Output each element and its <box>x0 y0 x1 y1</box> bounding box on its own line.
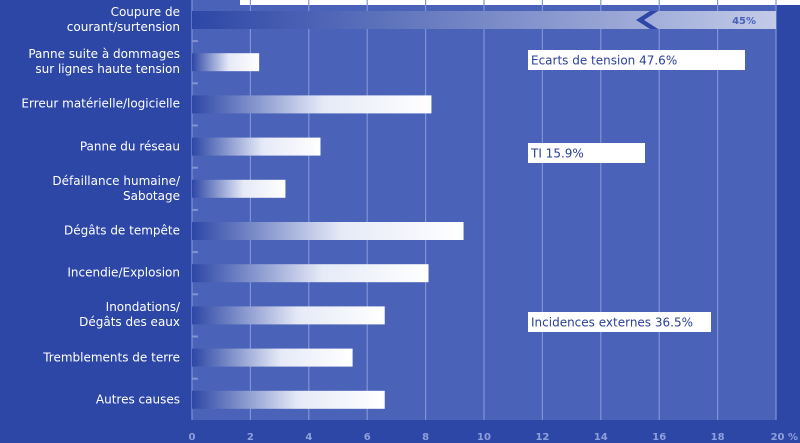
category-label: Défaillance humaine/ Sabotage <box>52 173 180 203</box>
category-label: Autres causes <box>95 392 180 407</box>
x-tick-label: 8 <box>422 432 429 443</box>
category-label: Dégâts de tempête <box>63 223 180 238</box>
annotation-box <box>528 50 745 70</box>
bars <box>192 11 776 409</box>
value-label: 45% <box>732 16 756 27</box>
annotation-box <box>528 143 645 163</box>
annotation: Incidences externes 36.5% <box>531 316 693 330</box>
bar <box>192 390 385 409</box>
x-tick-label: 12 <box>535 432 549 443</box>
annotation: TI 15.9% <box>530 147 584 161</box>
x-tick-label: 2 <box>247 432 254 443</box>
annotation-box <box>528 312 711 332</box>
x-tick-label: 16 <box>652 432 666 443</box>
category-label: Coupure de courant/surtension <box>66 5 180 34</box>
x-tick-label: 18 <box>711 432 725 443</box>
annotation: Ecarts de tension 47.6% <box>531 54 677 68</box>
category-label: Panne du réseau <box>79 139 180 154</box>
bar <box>192 222 464 240</box>
x-tick-label: 10 <box>477 432 491 443</box>
bar <box>192 348 353 367</box>
bar <box>192 53 260 72</box>
bar <box>192 137 321 156</box>
bar <box>192 179 286 198</box>
category-label: Tremblements de terre <box>43 350 180 365</box>
x-tick-label: 0 <box>189 432 196 443</box>
bar <box>192 306 385 325</box>
x-tick-label: 4 <box>305 432 312 443</box>
axis-break <box>636 11 658 29</box>
bar <box>192 95 432 114</box>
x-tick-label: 6 <box>364 432 371 443</box>
category-label: Panne suite à dommages sur lignes haute … <box>28 47 180 77</box>
category-label: Incendie/Explosion <box>67 265 180 280</box>
bar <box>192 264 429 283</box>
x-tick-label: 14 <box>594 432 608 443</box>
x-tick-label: 20 % <box>771 432 798 443</box>
top-box <box>240 0 800 5</box>
category-label: Inondations/ Dégâts des eaux <box>79 300 180 330</box>
bar <box>192 11 776 29</box>
category-label: Erreur matérielle/logicielle <box>21 96 180 111</box>
